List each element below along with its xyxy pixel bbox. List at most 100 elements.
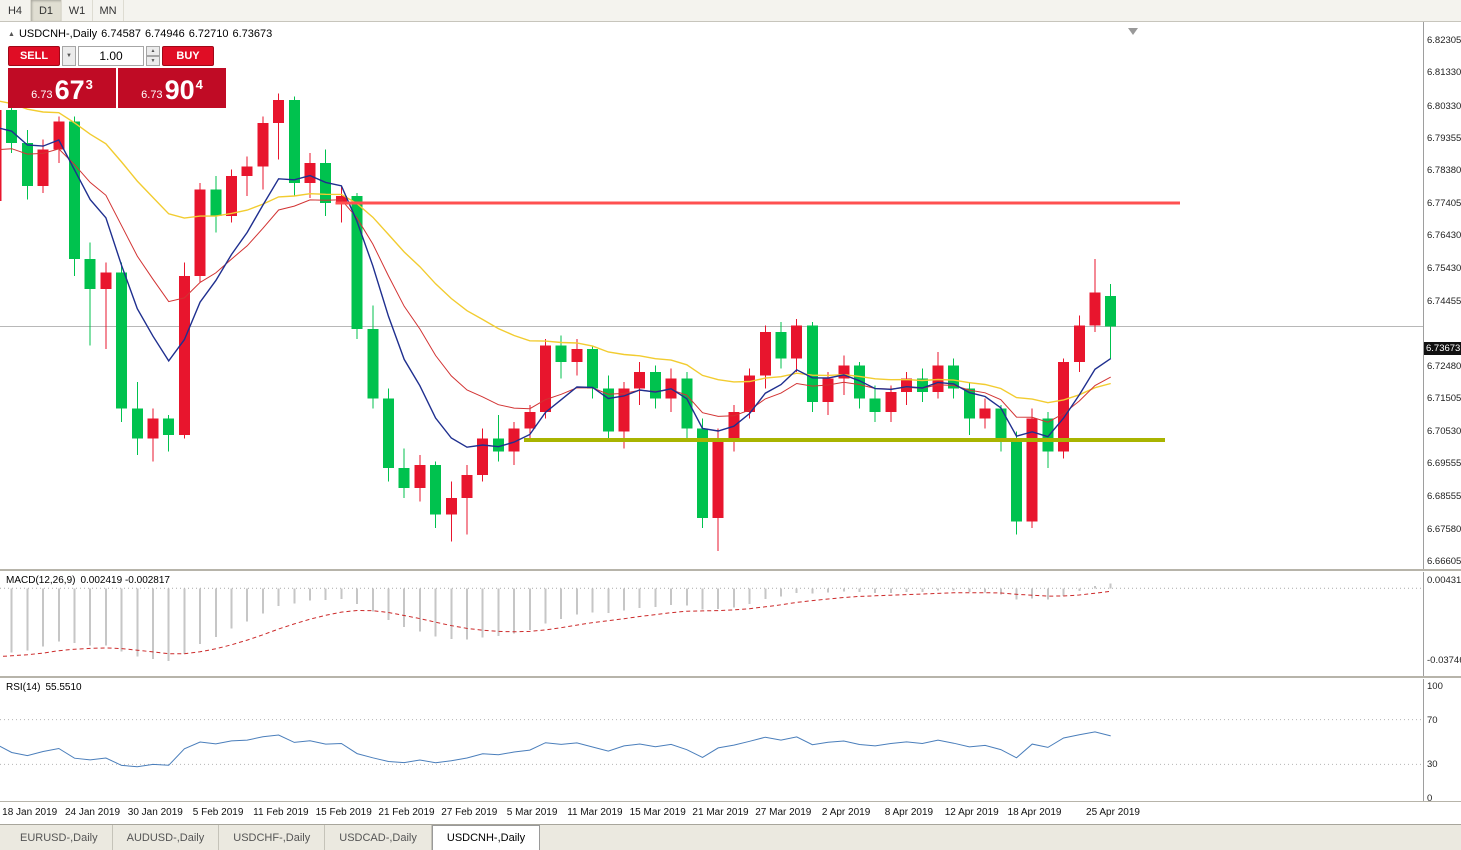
candle-body <box>492 438 504 452</box>
rsi-line <box>0 731 1111 768</box>
date-axis-label: 11 Feb 2019 <box>253 807 309 818</box>
macd-bar <box>183 588 186 655</box>
macd-bar <box>921 588 924 592</box>
candle-body <box>194 189 206 276</box>
macd-name-label: MACD(12,26,9) <box>6 575 76 586</box>
timeframe-button-mn[interactable]: MN <box>93 0 124 21</box>
candle-body <box>618 388 630 432</box>
candle-body <box>963 388 975 419</box>
candle-body <box>916 378 928 392</box>
macd-bar <box>434 588 437 637</box>
candle-body <box>84 259 96 290</box>
macd-bar <box>246 588 249 622</box>
rsi-chart-surface <box>0 719 1423 768</box>
volume-input[interactable] <box>78 46 144 66</box>
window-separator[interactable] <box>0 801 1461 803</box>
macd-bar <box>136 588 139 657</box>
macd-bar <box>26 588 29 651</box>
date-axis-label: 24 Jan 2019 <box>64 807 121 818</box>
fast-ma-line <box>0 127 1112 448</box>
time-axis[interactable]: 18 Jan 2019 24 Jan 2019 30 Jan 2019 5 Feb 2… <box>0 803 1461 824</box>
macd-axis[interactable]: 0.004319 -0.03746 <box>1423 572 1461 676</box>
price-axis[interactable]: 6.82305 6.81330 6.80330 6.79355 6.78380 6.774… <box>1423 22 1461 569</box>
macd-bar <box>214 588 217 637</box>
macd-bar <box>481 588 484 638</box>
date-axis-label: 8 Apr 2019 <box>884 807 934 818</box>
candlestick-chart-surface[interactable] <box>0 22 1423 569</box>
date-axis-label: 21 Feb 2019 <box>378 807 435 818</box>
chart-low-value: 6.72710 <box>188 28 229 40</box>
macd-bar <box>1062 588 1065 596</box>
sell-button[interactable]: SELL <box>8 46 60 66</box>
window-separator[interactable] <box>0 569 1461 572</box>
tab-eurusd-daily[interactable]: EURUSD-,Daily <box>6 825 113 850</box>
slow-ma-line <box>0 100 1111 404</box>
macd-bar <box>120 588 123 652</box>
chart-open-value: 6.74587 <box>101 28 141 40</box>
date-axis-label: 5 Mar 2019 <box>506 807 558 818</box>
sell-price-pips: 67 <box>54 75 85 105</box>
price-axis-label: 6.71505 <box>1427 393 1461 405</box>
macd-bar <box>952 588 955 591</box>
macd-values-label: 0.002419 -0.002817 <box>80 575 170 586</box>
price-axis-label: 6.72480 <box>1427 361 1461 373</box>
candle-body <box>304 162 316 183</box>
chart-shift-marker-icon[interactable] <box>1128 28 1138 35</box>
date-axis-label: 30 Jan 2019 <box>127 807 183 818</box>
price-axis-label: 6.74455 <box>1427 295 1461 307</box>
price-axis-label: 6.76430 <box>1427 229 1461 241</box>
timeframe-button-h4[interactable]: H4 <box>0 0 31 21</box>
candle-body <box>634 372 646 389</box>
macd-bar <box>999 588 1002 595</box>
macd-bar <box>732 588 735 608</box>
candle-body <box>163 418 175 436</box>
macd-bar <box>591 588 594 613</box>
date-axis-label: 12 Apr 2019 <box>944 807 999 818</box>
date-axis-label: 15 Mar 2019 <box>629 807 686 818</box>
macd-bar <box>387 588 390 620</box>
timeframe-button-w1[interactable]: W1 <box>62 0 93 21</box>
buy-price-display[interactable]: 6.73 90 4 <box>118 68 226 108</box>
volume-up-icon[interactable]: ▲ <box>146 46 160 56</box>
macd-bar <box>340 588 343 599</box>
candle-body <box>131 408 143 439</box>
price-axis-label: 6.67580 <box>1427 523 1461 535</box>
timeframe-button-d1[interactable]: D1 <box>31 0 62 21</box>
volume-down-icon[interactable]: ▼ <box>146 56 160 66</box>
candle-body <box>885 391 897 412</box>
buy-button[interactable]: BUY <box>162 46 214 66</box>
price-axis-label: 6.78380 <box>1427 165 1461 177</box>
sell-price-display[interactable]: 6.73 67 3 <box>8 68 116 108</box>
rsi-axis[interactable]: 100 70 30 0 <box>1423 679 1461 801</box>
candle-body <box>744 375 756 412</box>
buy-price-pips: 90 <box>164 75 195 105</box>
macd-bar <box>403 588 406 628</box>
candle-body <box>932 365 944 392</box>
date-axis-label: 2 Apr 2019 <box>821 807 871 818</box>
volume-dropdown-icon[interactable]: ▼ <box>62 46 76 66</box>
macd-axis-label: -0.03746 <box>1427 655 1461 666</box>
window-separator[interactable] <box>0 676 1461 679</box>
chart-title: ▲ USDCNH-,Daily 6.74587 6.74946 6.72710 6.736… <box>8 28 276 40</box>
macd-bar <box>167 588 170 661</box>
macd-bar <box>874 588 877 594</box>
tab-audusd-daily[interactable]: AUDUSD-,Daily <box>113 825 220 850</box>
price-axis-label: 6.69555 <box>1427 458 1461 470</box>
candle-body <box>869 398 881 412</box>
main-chart-window: ▲ USDCNH-,Daily 6.74587 6.74946 6.72710 6.736… <box>0 22 1461 569</box>
macd-bar <box>842 588 845 592</box>
chart-collapse-icon[interactable]: ▲ <box>8 31 15 38</box>
candle-body <box>69 121 80 260</box>
candle-body <box>100 272 112 290</box>
candle-body <box>822 378 834 402</box>
candle-body <box>697 428 708 519</box>
tab-usdcad-daily[interactable]: USDCAD-,Daily <box>325 825 432 850</box>
macd-bar <box>152 588 154 659</box>
candle-body <box>273 99 285 124</box>
tab-usdchf-daily[interactable]: USDCHF-,Daily <box>219 825 326 850</box>
tab-usdcnh-daily[interactable]: USDCNH-,Daily <box>431 825 541 850</box>
macd-histogram-group <box>10 583 1112 661</box>
candle-body <box>791 325 803 359</box>
candle-body <box>0 109 2 202</box>
candle-body <box>116 272 128 409</box>
